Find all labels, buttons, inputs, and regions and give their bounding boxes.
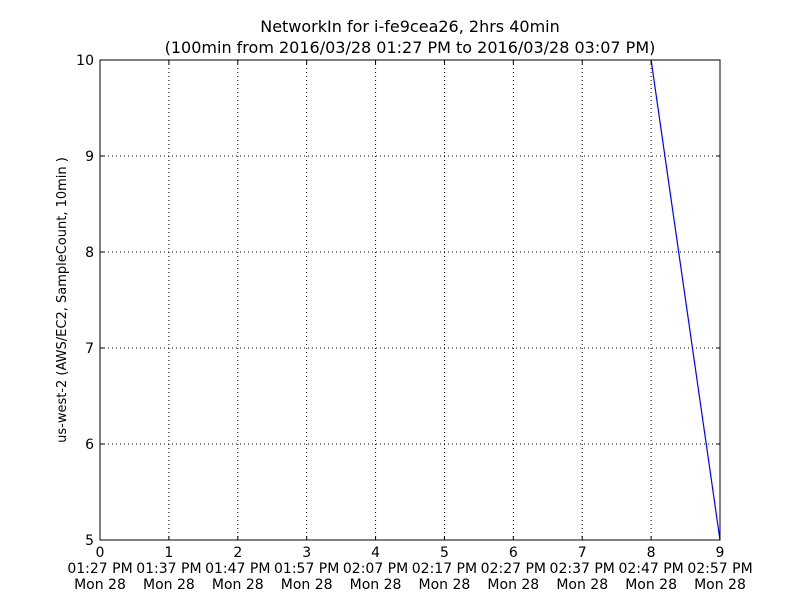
- x-tick-day-label: Mon 28: [694, 577, 746, 593]
- x-tick-label: 4: [371, 545, 380, 561]
- chart-title-line1: NetworkIn for i-fe9cea26, 2hrs 40min: [260, 17, 560, 36]
- x-tick-label: 2: [233, 545, 242, 561]
- x-tick-time-label: 01:37 PM: [136, 561, 201, 577]
- x-tick-day-label: Mon 28: [281, 577, 333, 593]
- x-tick-time-label: 02:07 PM: [343, 561, 408, 577]
- y-tick-label: 7: [85, 341, 94, 357]
- y-tick-label: 5: [85, 533, 94, 549]
- x-tick-day-label: Mon 28: [350, 577, 402, 593]
- x-tick-day-label: Mon 28: [212, 577, 264, 593]
- y-axis-label: us-west-2 (AWS/EC2, SampleCount, 10min ): [55, 157, 70, 443]
- series-line: [650, 59, 721, 541]
- chart-title-line2: (100min from 2016/03/28 01:27 PM to 2016…: [165, 38, 656, 57]
- x-tick-time-label: 01:27 PM: [67, 561, 132, 577]
- x-tick-time-label: 01:57 PM: [274, 561, 339, 577]
- x-tick-label: 3: [302, 545, 311, 561]
- x-tick-day-label: Mon 28: [74, 577, 126, 593]
- x-tick-label: 6: [509, 545, 518, 561]
- plot-area-frame: [99, 59, 721, 541]
- x-tick-time-label: 02:17 PM: [412, 561, 477, 577]
- x-tick-day-label: Mon 28: [419, 577, 471, 593]
- series-layer: [650, 59, 721, 541]
- y-tick-label: 6: [85, 437, 94, 453]
- x-tick-time-label: 02:57 PM: [687, 561, 752, 577]
- y-tick-label: 9: [85, 149, 94, 165]
- x-tick-label: 0: [96, 545, 105, 561]
- x-tick-day-label: Mon 28: [487, 577, 539, 593]
- x-tick-day-label: Mon 28: [625, 577, 677, 593]
- x-tick-day-label: Mon 28: [143, 577, 195, 593]
- x-tick-label: 1: [164, 545, 173, 561]
- x-tick-time-label: 02:27 PM: [481, 561, 546, 577]
- x-tick-label: 7: [578, 545, 587, 561]
- x-tick-time-label: 02:47 PM: [618, 561, 683, 577]
- x-tick-time-label: 02:37 PM: [550, 561, 615, 577]
- y-tick-label: 8: [85, 245, 94, 261]
- x-tick-label: 5: [440, 545, 449, 561]
- y-tick-label: 10: [76, 53, 94, 69]
- x-tick-day-label: Mon 28: [556, 577, 608, 593]
- x-tick-label: 9: [716, 545, 725, 561]
- x-tick-time-label: 01:47 PM: [205, 561, 270, 577]
- x-tick-label: 8: [647, 545, 656, 561]
- grid: [99, 59, 721, 541]
